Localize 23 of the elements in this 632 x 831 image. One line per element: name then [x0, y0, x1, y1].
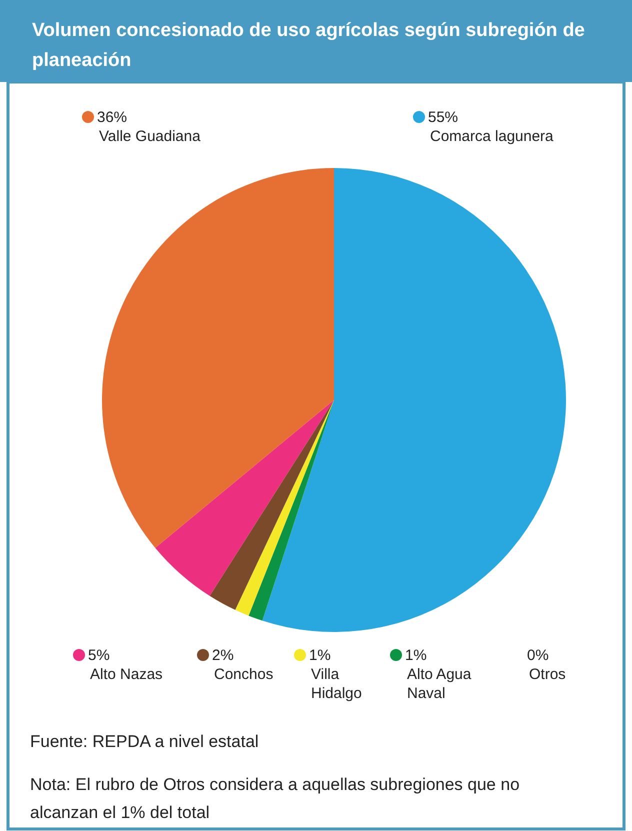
- category-label: Otros: [529, 666, 566, 683]
- legend-label: Alto Nazas: [90, 666, 163, 683]
- data-label: 1%: [405, 647, 427, 664]
- data-label: 5%: [88, 647, 110, 664]
- legend-label: Conchos: [214, 666, 274, 683]
- legend-label: Alto Agua Naval: [407, 666, 472, 702]
- source-note: Fuente: REPDA a nivel estatal: [30, 732, 259, 751]
- text: 0%: [527, 647, 549, 664]
- pie-slice: [102, 168, 334, 548]
- data-label: 36%: [97, 109, 128, 126]
- chart-title: Volumen concesionado de uso agrícolas según subregión de planeación: [32, 20, 585, 71]
- legend-label: Villa Hidalgo: [311, 666, 362, 702]
- text: Nota: El rubro de Otros considera a aquellas subregiones que no alcanzan el 1% del total: [30, 775, 520, 822]
- pie-slice: [155, 400, 334, 596]
- pie-slice: [262, 168, 566, 632]
- pie-slice: [210, 400, 334, 610]
- legend-label: Valle Guadiana: [99, 128, 202, 145]
- data-label: 1%: [309, 647, 331, 664]
- pie-slice: [235, 400, 334, 616]
- pie-slice: [248, 400, 334, 621]
- data-label: 55%: [428, 109, 458, 126]
- legend-label: Comarca lagunera: [430, 128, 554, 145]
- data-label: 2%: [212, 647, 234, 664]
